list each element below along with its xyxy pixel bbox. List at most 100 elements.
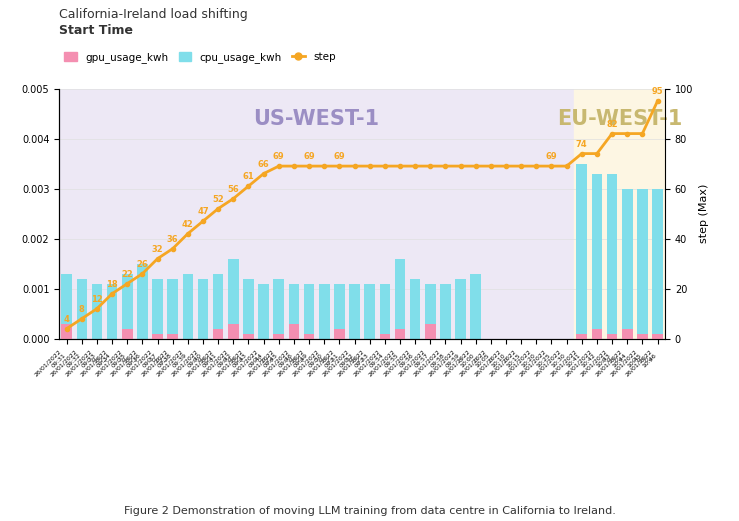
- Bar: [137, 264, 148, 339]
- Text: 0.0012: 0.0012: [283, 358, 304, 363]
- Bar: [122, 329, 132, 339]
- Text: 0.0011: 0.0011: [313, 358, 335, 363]
- Bar: [653, 333, 663, 339]
- Text: Start Time: Start Time: [59, 24, 133, 37]
- Text: 0.0016: 0.0016: [253, 358, 274, 363]
- Bar: [380, 333, 390, 339]
- step: [259, 170, 268, 177]
- Text: 69: 69: [333, 152, 345, 161]
- step: [244, 183, 253, 189]
- Text: 26: 26: [137, 259, 149, 269]
- step: [381, 163, 389, 169]
- step: [168, 245, 177, 252]
- step: [502, 163, 511, 169]
- Bar: [213, 274, 223, 339]
- step: [411, 163, 420, 169]
- step: [365, 163, 374, 169]
- Text: 0: 0: [459, 358, 463, 363]
- step: [623, 130, 632, 137]
- Text: 0.0012: 0.0012: [86, 358, 108, 363]
- Bar: [304, 333, 314, 339]
- Bar: [289, 324, 299, 339]
- Bar: [289, 283, 299, 339]
- step: [320, 163, 329, 169]
- step: [653, 98, 662, 104]
- Bar: [607, 173, 617, 339]
- Bar: [592, 329, 602, 339]
- step: [441, 163, 450, 169]
- step: [153, 255, 162, 262]
- Bar: [319, 283, 330, 339]
- Text: 0.0011: 0.0011: [344, 358, 365, 363]
- Bar: [61, 274, 72, 339]
- Text: 66: 66: [258, 159, 270, 169]
- Text: 22: 22: [121, 270, 133, 279]
- step: [138, 270, 147, 277]
- Text: EU-WEST-1: EU-WEST-1: [557, 108, 682, 129]
- Text: 12: 12: [91, 295, 103, 304]
- Bar: [637, 333, 647, 339]
- Bar: [576, 164, 587, 339]
- step: [517, 163, 525, 169]
- Text: 82: 82: [606, 120, 618, 129]
- Bar: [607, 333, 617, 339]
- Text: 8: 8: [79, 305, 85, 314]
- Bar: [380, 283, 390, 339]
- Text: 0.0004: 0.0004: [632, 358, 653, 363]
- Bar: [107, 283, 118, 339]
- Text: 0.0015: 0.0015: [192, 358, 214, 363]
- Bar: [364, 283, 375, 339]
- Bar: [183, 274, 193, 339]
- Legend: gpu_usage_kwh, cpu_usage_kwh, step: gpu_usage_kwh, cpu_usage_kwh, step: [64, 52, 336, 63]
- Bar: [334, 283, 344, 339]
- Bar: [198, 279, 208, 339]
- step: [577, 151, 586, 157]
- Text: US-WEST-1: US-WEST-1: [253, 108, 380, 129]
- step: [199, 218, 208, 224]
- Text: Figure 2 Demonstration of moving LLM training from data centre in California to : Figure 2 Demonstration of moving LLM tra…: [123, 506, 616, 516]
- Text: 36: 36: [167, 234, 179, 244]
- Text: 69: 69: [273, 152, 285, 161]
- Bar: [152, 279, 163, 339]
- Bar: [410, 279, 420, 339]
- Text: 42: 42: [182, 220, 194, 229]
- Bar: [273, 333, 284, 339]
- step: [395, 163, 404, 169]
- step: [547, 163, 556, 169]
- step: [456, 163, 465, 169]
- Bar: [622, 329, 633, 339]
- step: [123, 280, 132, 287]
- step: [562, 163, 571, 169]
- Bar: [425, 283, 435, 339]
- step: [108, 291, 117, 297]
- Bar: [395, 258, 405, 339]
- Text: 69: 69: [545, 152, 557, 161]
- Bar: [61, 324, 72, 339]
- step: [532, 163, 541, 169]
- Bar: [653, 189, 663, 339]
- Text: 0: 0: [474, 358, 477, 363]
- Bar: [243, 279, 253, 339]
- step: [229, 195, 238, 202]
- Bar: [59, 89, 574, 339]
- step: [486, 163, 495, 169]
- Text: 0.0012: 0.0012: [147, 358, 168, 363]
- step: [183, 230, 192, 237]
- Bar: [228, 324, 239, 339]
- Bar: [77, 279, 87, 339]
- Y-axis label: step (Max): step (Max): [699, 184, 709, 243]
- Text: California-Ireland load shifting: California-Ireland load shifting: [59, 8, 248, 21]
- step: [607, 130, 616, 137]
- Text: 74: 74: [576, 140, 588, 148]
- Text: 47: 47: [197, 207, 209, 216]
- step: [290, 163, 299, 169]
- Text: 95: 95: [652, 87, 664, 96]
- step: [593, 151, 602, 157]
- Text: 0.0015: 0.0015: [117, 358, 138, 363]
- Text: 61: 61: [242, 172, 254, 181]
- step: [638, 130, 647, 137]
- Text: 0.0012: 0.0012: [222, 358, 244, 363]
- Bar: [304, 283, 314, 339]
- Bar: [168, 333, 178, 339]
- step: [350, 163, 359, 169]
